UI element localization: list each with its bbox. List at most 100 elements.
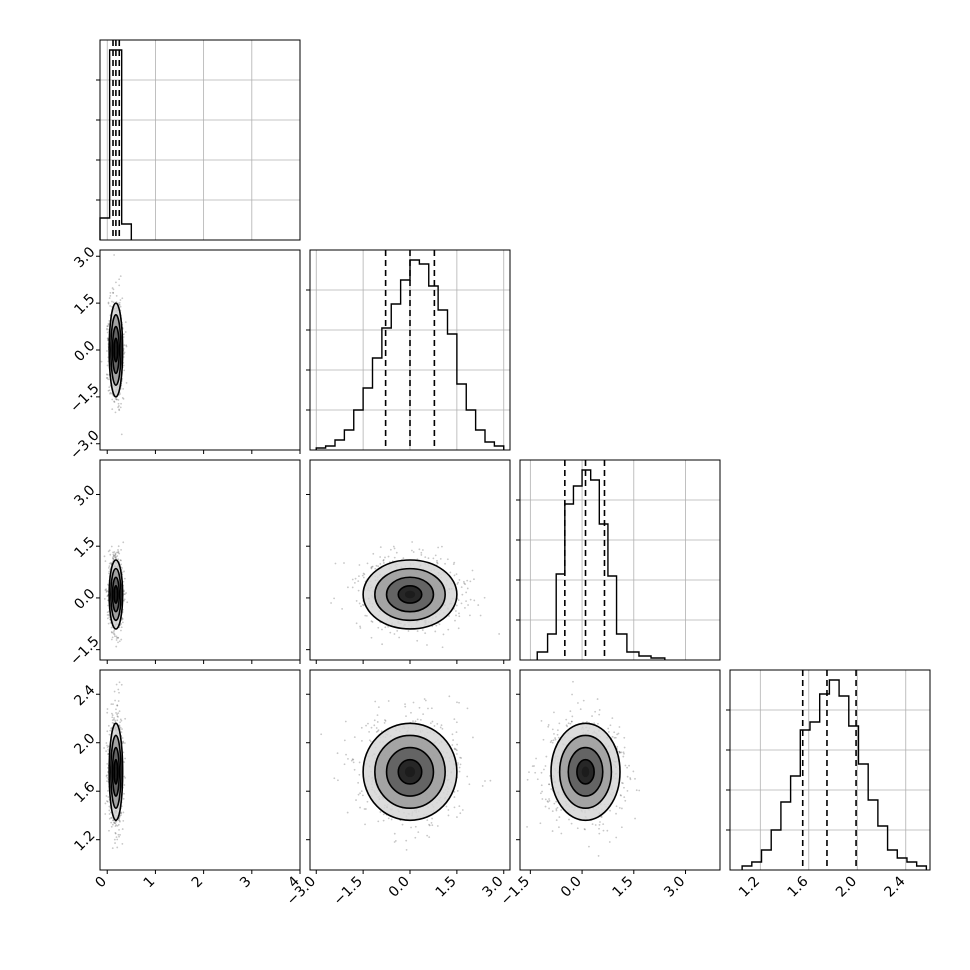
scatter-point (360, 790, 363, 793)
scatter-point (629, 777, 632, 779)
scatter-point (431, 824, 434, 827)
contour-2-1-1 (374, 567, 446, 622)
scatter-point (424, 699, 427, 702)
scatter-point (124, 757, 127, 760)
scatter-point (334, 562, 337, 565)
scatter-point (123, 369, 126, 372)
scatter-point (110, 726, 113, 729)
scatter-point (377, 729, 380, 732)
contour-3-0-3 (113, 758, 119, 785)
scatter-point (458, 766, 461, 769)
scatter-point (455, 604, 458, 607)
scatter-point (447, 814, 450, 817)
scatter-point (439, 558, 442, 560)
scatter-point (123, 590, 125, 593)
scatter-point (106, 774, 108, 777)
scatter-point (120, 563, 123, 566)
scatter-point (390, 818, 393, 821)
scatter-point (112, 288, 115, 291)
hist-frame-0 (99, 39, 301, 241)
scatter-point (382, 559, 385, 562)
density-panel-2-1 (306, 459, 511, 664)
scatter-point (531, 765, 534, 768)
scatter-point (453, 561, 456, 564)
scatter-point (479, 614, 482, 617)
scatter-point (441, 545, 443, 548)
contour-1-0-1 (110, 314, 122, 386)
scatter-point (432, 557, 435, 560)
scatter-point (359, 792, 361, 795)
scatter-point (117, 545, 120, 548)
scatter-point (421, 549, 424, 551)
scatter-point (109, 294, 112, 297)
scatter-point (104, 560, 107, 563)
scatter-point (118, 640, 121, 643)
scatter-point (462, 580, 465, 583)
hist-frame-3 (729, 669, 931, 871)
scatter-point (396, 629, 399, 632)
scatter-point (108, 389, 111, 392)
scatter-point (114, 721, 117, 723)
scatter-point (113, 629, 116, 632)
scatter-point (107, 301, 110, 304)
scatter-point (393, 556, 396, 559)
scatter-point (382, 562, 385, 564)
scatter-point (457, 581, 459, 584)
scatter-point (363, 808, 366, 810)
scatter-point (411, 541, 414, 543)
scatter-point (121, 737, 124, 739)
scatter-point (111, 714, 114, 717)
scatter-point (105, 775, 108, 777)
scatter-point (412, 720, 414, 722)
scatter-point (112, 292, 115, 294)
scatter-point (114, 825, 117, 828)
scatter-point (472, 736, 474, 739)
scatter-point (498, 633, 501, 635)
scatter-point (104, 589, 107, 591)
scatter-point (369, 740, 372, 743)
scatter-point (598, 823, 601, 826)
scatter-point (444, 562, 446, 565)
scatter-point (351, 578, 354, 581)
scatter-point (405, 839, 408, 842)
scatter-point (110, 825, 113, 828)
scatter-point (106, 711, 109, 714)
scatter-point (384, 556, 386, 559)
scatter-point (107, 613, 110, 616)
scatter-point (417, 831, 420, 834)
scatter-point (113, 633, 116, 636)
scatter-point (346, 811, 349, 814)
scatter-point (110, 821, 113, 824)
scatter-point (115, 295, 118, 297)
scatter-point (459, 812, 462, 815)
scatter-point (353, 581, 356, 584)
scatter-point (382, 559, 385, 561)
scatter-point (112, 819, 115, 821)
scatter-point (111, 636, 114, 639)
scatter-point (110, 816, 113, 819)
scatter-point (424, 632, 427, 635)
scatter-point (121, 828, 124, 830)
scatter-point (117, 712, 120, 715)
scatter-point (460, 586, 463, 589)
scatter-point (362, 604, 365, 607)
scatter-point (384, 719, 386, 721)
scatter-point (341, 607, 344, 610)
scatter-point (376, 714, 379, 717)
scatter-point (456, 583, 459, 585)
scatter-point (553, 711, 555, 714)
scatter-point (571, 715, 574, 718)
scatter-point (456, 790, 459, 792)
scatter-point (114, 552, 117, 555)
scatter-point (124, 331, 127, 333)
scatter-point (466, 775, 469, 778)
scatter-point (375, 727, 378, 729)
scatter-point (123, 577, 126, 580)
scatter-point (359, 625, 361, 628)
scatter-point (379, 811, 382, 813)
scatter-point (118, 552, 121, 555)
scatter-point (116, 824, 119, 827)
scatter-point (120, 683, 123, 686)
scatter-point (106, 617, 109, 620)
scatter-point (106, 777, 109, 779)
